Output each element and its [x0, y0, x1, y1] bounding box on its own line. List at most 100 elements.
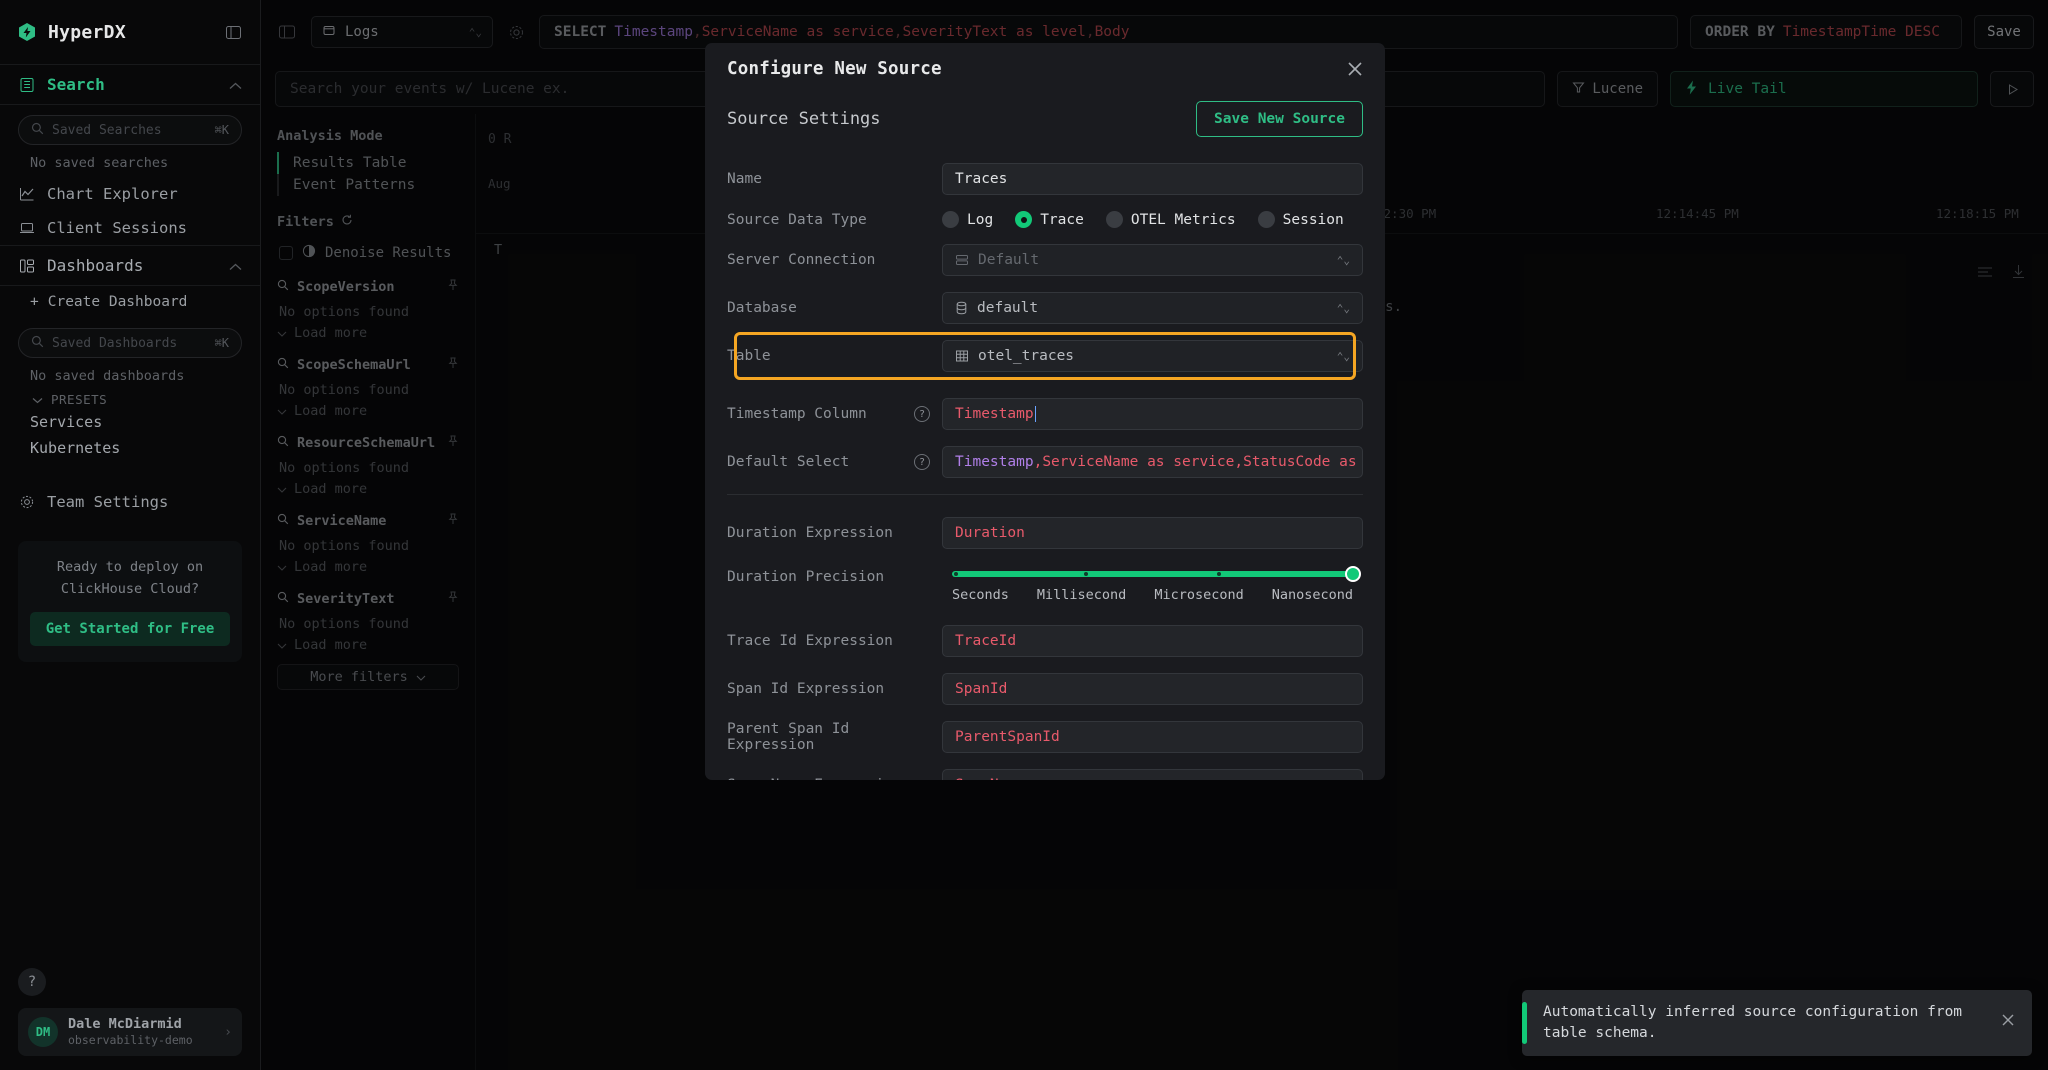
get-started-free-button[interactable]: Get Started for Free	[30, 612, 230, 647]
analysis-mode-results-table[interactable]: Results Table	[277, 152, 459, 174]
filter-load-more[interactable]: Load more	[277, 478, 459, 500]
table-select[interactable]: otel_traces ⌃⌄	[942, 340, 1363, 372]
default-select-token-3: ,	[1234, 454, 1244, 470]
sidebar-item-dashboards[interactable]: Dashboards	[0, 245, 260, 286]
slider-track[interactable]	[952, 566, 1361, 582]
more-filters-button[interactable]: More filters	[277, 664, 459, 690]
server-connection-select[interactable]: Default ⌃⌄	[942, 244, 1363, 276]
pin-icon[interactable]	[447, 279, 459, 295]
pin-icon[interactable]	[447, 435, 459, 451]
radio-log[interactable]	[942, 211, 959, 228]
default-select-input[interactable]: Timestamp , ServiceName as service , Sta…	[942, 446, 1363, 478]
duration-precision-slider[interactable]: Seconds Millisecond Microsecond Nanoseco…	[942, 565, 1363, 603]
checkbox-box	[279, 246, 293, 260]
sidebar-collapse-icon[interactable]	[222, 21, 244, 43]
trace-id-expression-value: TraceId	[955, 633, 1017, 649]
label-table: Table	[727, 348, 771, 364]
configure-new-source-modal: Configure New Source Source Settings Sav…	[705, 43, 1385, 780]
label-trace-id-expression: Trace Id Expression	[727, 633, 893, 649]
filter-load-more[interactable]: Load more	[277, 400, 459, 422]
source-settings-gear-icon[interactable]	[505, 21, 527, 43]
download-icon[interactable]	[2011, 264, 2026, 283]
analysis-mode-event-patterns[interactable]: Event Patterns	[293, 177, 416, 193]
filter-group-resourceschemaurl: ResourceSchemaUrl No options found Load …	[277, 428, 459, 500]
sidebar-item-search[interactable]: Search	[0, 64, 260, 105]
panel-toggle-icon[interactable]	[275, 20, 299, 44]
promo-line-2: ClickHouse Cloud?	[60, 580, 200, 597]
save-new-source-button[interactable]: Save New Source	[1196, 101, 1363, 137]
span-id-expression-value: SpanId	[955, 681, 1008, 697]
radio-session[interactable]	[1257, 211, 1275, 228]
field-row-parent-span-id-expression: Parent Span Id Expression ParentSpanId	[727, 721, 1363, 753]
user-profile-card[interactable]: DM Dale McDiarmid observability-demo ›	[18, 1008, 242, 1056]
label-server-connection: Server Connection	[727, 252, 876, 268]
source-select[interactable]: Logs ⌃⌄	[311, 16, 493, 48]
toast-message: Automatically inferred source configurat…	[1543, 1003, 1963, 1041]
name-input[interactable]: Traces	[942, 163, 1363, 195]
chevron-down-icon	[277, 559, 287, 575]
sidebar-item-team-settings[interactable]: Team Settings	[0, 485, 260, 519]
chart-line-icon	[18, 185, 36, 203]
source-settings-form: Name Traces Source Data Type Log Trace O…	[705, 137, 1385, 780]
filter-title-row[interactable]: ResourceSchemaUrl	[277, 428, 459, 458]
load-more-label: Load more	[294, 481, 368, 497]
pin-icon[interactable]	[447, 357, 459, 373]
modal-title: Configure New Source	[727, 59, 942, 79]
radio-otel-metrics[interactable]	[1105, 211, 1123, 228]
list-icon	[18, 76, 36, 94]
denoise-results-checkbox[interactable]: Denoise Results	[277, 238, 459, 272]
field-row-trace-id-expression: Trace Id Expression TraceId	[727, 625, 1363, 657]
pin-icon[interactable]	[447, 591, 459, 607]
timestamp-column-input[interactable]: Timestamp	[942, 398, 1363, 430]
parent-span-id-expression-value: ParentSpanId	[955, 729, 1060, 745]
duration-expression-input[interactable]: Duration	[942, 517, 1363, 549]
filter-title-row[interactable]: SeverityText	[277, 584, 459, 614]
help-icon[interactable]: ?	[18, 968, 46, 997]
close-icon[interactable]	[2000, 1012, 2016, 1033]
sidebar-preset-services[interactable]: Services	[30, 413, 103, 431]
saved-dashboards-input[interactable]: Saved Dashboards ⌘K	[18, 328, 242, 358]
trace-id-expression-input[interactable]: TraceId	[942, 625, 1363, 657]
span-id-expression-input[interactable]: SpanId	[942, 673, 1363, 705]
pin-icon[interactable]	[447, 513, 459, 529]
field-row-database: Database default ⌃⌄	[727, 292, 1363, 324]
filter-load-more[interactable]: Load more	[277, 322, 459, 344]
radio-label-session: Session	[1282, 211, 1344, 228]
source-settings-heading: Source Settings	[727, 109, 881, 129]
sidebar-preset-kubernetes[interactable]: Kubernetes	[30, 439, 121, 457]
save-button[interactable]: Save	[1974, 15, 2034, 49]
filter-title-row[interactable]: ScopeVersion	[277, 272, 459, 302]
lucene-mode-button[interactable]: Lucene	[1557, 71, 1658, 107]
half-circle-icon	[302, 244, 316, 262]
help-icon-timestamp-column[interactable]: ?	[914, 406, 930, 422]
refresh-icon[interactable]	[341, 214, 353, 230]
database-select[interactable]: default ⌃⌄	[942, 292, 1363, 324]
filter-group-servicename: ServiceName No options found Load more	[277, 506, 459, 578]
presets-toggle[interactable]: PRESETS	[0, 390, 260, 409]
slider-thumb[interactable]	[1345, 566, 1361, 582]
saved-searches-input[interactable]: Saved Searches ⌘K	[18, 115, 242, 145]
create-dashboard-button[interactable]: + Create Dashboard	[0, 286, 260, 318]
sidebar-item-chart-explorer[interactable]: Chart Explorer	[0, 177, 260, 211]
load-more-label: Load more	[294, 637, 368, 653]
live-tail-button[interactable]: Live Tail	[1670, 71, 1978, 107]
filter-name: SeverityText	[297, 591, 395, 607]
columns-icon[interactable]	[1977, 264, 1993, 283]
run-query-button[interactable]	[1990, 71, 2034, 107]
field-row-duration-precision: Duration Precision Seconds Millisecond M…	[727, 565, 1363, 603]
radio-trace[interactable]	[1015, 211, 1033, 228]
help-icon-default-select[interactable]: ?	[914, 454, 930, 470]
filter-title-row[interactable]: ServiceName	[277, 506, 459, 536]
close-icon[interactable]	[1343, 57, 1367, 81]
order-by-input[interactable]: ORDER BY TimestampTime DESC	[1690, 15, 1962, 49]
work-area: Analysis Mode Results Table Event Patter…	[261, 114, 2048, 1070]
sidebar-item-client-sessions[interactable]: Client Sessions	[0, 211, 260, 245]
filter-title-row[interactable]: ScopeSchemaUrl	[277, 350, 459, 380]
span-name-expression-input[interactable]: SpanName	[942, 769, 1363, 780]
filter-load-more[interactable]: Load more	[277, 556, 459, 578]
table-value: otel_traces	[978, 348, 1075, 364]
filter-load-more[interactable]: Load more	[277, 634, 459, 656]
denoise-label: Denoise Results	[325, 245, 452, 261]
parent-span-id-expression-input[interactable]: ParentSpanId	[942, 721, 1363, 753]
